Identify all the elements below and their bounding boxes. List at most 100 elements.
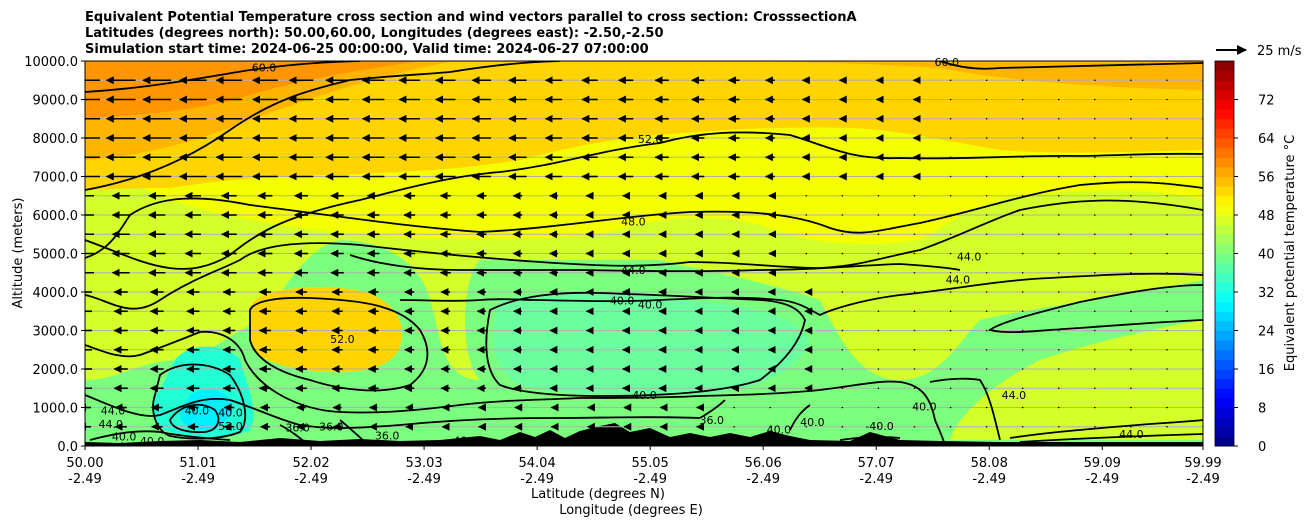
colorbar bbox=[1215, 61, 1234, 447]
x-tick-label-lon: -2.49 bbox=[1085, 472, 1119, 487]
colorbar-band bbox=[1215, 176, 1234, 187]
wind-vector bbox=[733, 425, 735, 428]
contour-line bbox=[789, 404, 811, 431]
wind-vector bbox=[913, 194, 916, 197]
wind-vector bbox=[877, 291, 880, 293]
wind-vector bbox=[985, 156, 988, 159]
wind-vector bbox=[1130, 233, 1132, 236]
wind-vector bbox=[1166, 387, 1168, 390]
wind-vector bbox=[949, 175, 952, 178]
contour-label: 40.0 bbox=[610, 295, 635, 308]
wind-vector bbox=[949, 117, 952, 120]
wind-vector bbox=[949, 329, 952, 332]
wind-vector bbox=[1057, 214, 1060, 216]
contour-label: 44.0 bbox=[621, 264, 646, 277]
wind-vector bbox=[913, 368, 916, 370]
colorbar-band bbox=[1215, 330, 1234, 341]
wind-vector bbox=[1057, 348, 1060, 351]
contour-label: 40.0 bbox=[218, 406, 243, 419]
wind-vector bbox=[877, 387, 880, 390]
wind-vector bbox=[841, 425, 844, 428]
colorbar-band bbox=[1215, 128, 1234, 139]
wind-vector bbox=[1021, 233, 1024, 236]
wind-vector bbox=[985, 329, 988, 332]
colorbar-band bbox=[1215, 61, 1234, 72]
x-tick-label-lon: -2.49 bbox=[520, 472, 554, 487]
x-axis-ticks: 50.00-2.4951.01-2.4952.02-2.4953.03-2.49… bbox=[66, 446, 1222, 487]
wind-vector bbox=[1130, 425, 1132, 428]
wind-vector bbox=[1166, 271, 1168, 274]
x-tick-label-lon: -2.49 bbox=[294, 472, 328, 487]
wind-vector bbox=[913, 387, 916, 390]
wind-vector bbox=[1130, 117, 1132, 120]
wind-vector bbox=[1094, 310, 1096, 313]
wind-vector bbox=[841, 214, 844, 216]
wind-vector bbox=[877, 329, 880, 332]
x-tick-label-lat: 57.07 bbox=[858, 456, 895, 471]
contour-label: 60.0 bbox=[934, 56, 959, 69]
x-tick-label-lat: 53.03 bbox=[405, 456, 442, 471]
colorbar-band bbox=[1215, 234, 1234, 245]
wind-vector bbox=[769, 406, 772, 409]
wind-vector bbox=[1166, 156, 1168, 159]
wind-vector bbox=[1130, 214, 1132, 216]
colorbar-tick-label: 56 bbox=[1258, 171, 1275, 186]
wind-vector bbox=[805, 425, 808, 428]
x-tick-label-lat: 55.05 bbox=[632, 456, 669, 471]
x-tick-label-lat: 50.00 bbox=[66, 456, 103, 471]
wind-vector bbox=[877, 233, 880, 236]
colorbar-ticks: 0 8 16 24 32 40 48 56 64 72 bbox=[1234, 94, 1275, 455]
wind-vector bbox=[913, 271, 916, 274]
wind-vector bbox=[1057, 175, 1060, 178]
colorbar-band bbox=[1215, 89, 1234, 100]
wind-vector bbox=[1166, 368, 1168, 370]
wind-vector bbox=[1021, 194, 1024, 197]
contour-line bbox=[85, 330, 946, 446]
wind-vector bbox=[877, 425, 880, 428]
contour-label: 60.0 bbox=[252, 62, 277, 75]
x-tick-label-lat: 54.04 bbox=[519, 456, 556, 471]
colorbar-band bbox=[1215, 301, 1234, 312]
contour-line bbox=[89, 430, 231, 441]
contour-label: 36.0 bbox=[285, 422, 310, 435]
colorbar-band bbox=[1215, 292, 1234, 303]
wind-vector bbox=[985, 368, 988, 370]
wind-vector bbox=[841, 291, 844, 293]
x-tick-label-lat: 59.09 bbox=[1084, 456, 1121, 471]
wind-vector bbox=[1130, 310, 1132, 313]
wind-vector bbox=[1021, 79, 1024, 82]
wind-vector bbox=[841, 252, 844, 255]
wind-vector bbox=[1094, 291, 1096, 293]
wind-vector bbox=[1130, 291, 1132, 293]
colorbar-tick-label: 0 bbox=[1258, 440, 1266, 455]
colorbar-band bbox=[1215, 253, 1234, 264]
contour-line bbox=[85, 181, 1203, 259]
wind-vector bbox=[877, 194, 880, 197]
wind-vector bbox=[1021, 291, 1024, 293]
wind-vector bbox=[805, 252, 808, 255]
wind-vector bbox=[1094, 79, 1096, 82]
wind-vector bbox=[805, 406, 808, 409]
wind-vector bbox=[877, 252, 880, 255]
colorbar-label: Equivalent potential temperature °C bbox=[1283, 135, 1298, 371]
colorbar-tick-label: 16 bbox=[1258, 363, 1275, 378]
wind-vector bbox=[949, 425, 952, 428]
y-tick-label: 3000.0 bbox=[33, 325, 79, 340]
wind-vector bbox=[841, 233, 844, 236]
contour-label: 36.0 bbox=[319, 421, 344, 434]
wind-vector bbox=[1021, 348, 1024, 351]
wind-vector bbox=[985, 348, 988, 351]
contour-label: 52.0 bbox=[638, 133, 663, 146]
contour-line bbox=[1019, 433, 1203, 443]
wind-vector bbox=[1130, 137, 1132, 139]
wind-vector bbox=[1021, 406, 1024, 409]
band-64 bbox=[85, 61, 420, 118]
wind-vector bbox=[949, 368, 952, 370]
colorbar-band bbox=[1215, 195, 1234, 206]
wind-vector bbox=[877, 348, 880, 351]
wind-vector bbox=[1021, 137, 1024, 139]
wind-vector bbox=[1094, 117, 1096, 120]
colorbar-band bbox=[1215, 157, 1234, 168]
wind-vector bbox=[985, 194, 988, 197]
wind-vector bbox=[1166, 406, 1168, 409]
